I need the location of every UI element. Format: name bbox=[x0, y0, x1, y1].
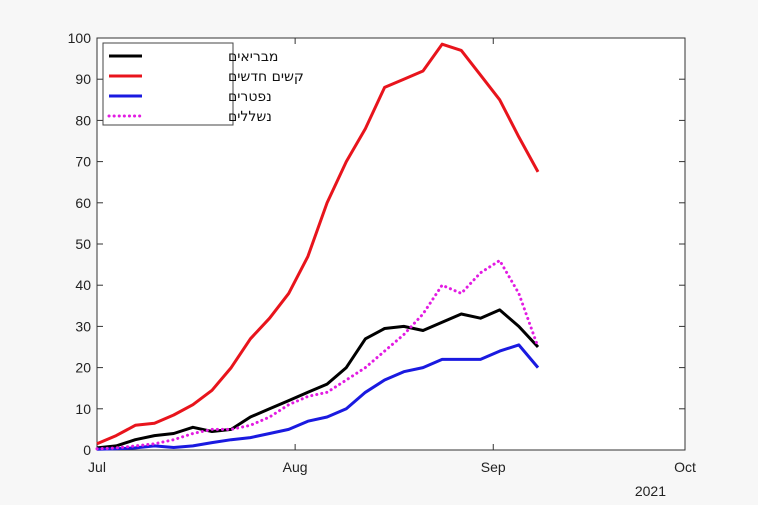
legend-label-1: מבריאים bbox=[228, 49, 278, 65]
x-tick-label: Oct bbox=[674, 459, 696, 475]
x-axis: Jul Aug Sep Oct bbox=[88, 38, 696, 475]
series-line-3 bbox=[96, 343, 540, 451]
series-line-2 bbox=[96, 42, 540, 446]
y-tick-label: 100 bbox=[68, 30, 92, 46]
x-tick-label: Aug bbox=[283, 459, 308, 475]
y-tick-label: 20 bbox=[75, 360, 91, 376]
x-tick-label: Sep bbox=[481, 459, 506, 475]
y-axis: 0 10 20 30 40 50 60 70 80 90 100 bbox=[68, 30, 685, 458]
x-axis-year-label: 2021 bbox=[635, 483, 666, 499]
y-tick-label: 70 bbox=[75, 154, 91, 170]
y-tick-label: 40 bbox=[75, 277, 91, 293]
x-tick-label: Jul bbox=[88, 459, 106, 475]
y-tick-label: 80 bbox=[75, 112, 91, 128]
series-line-1 bbox=[96, 308, 540, 450]
legend-label-3: נפטרים bbox=[228, 89, 272, 105]
legend-label-2: קשים חדשים bbox=[228, 69, 304, 85]
y-tick-label: 30 bbox=[75, 318, 91, 334]
y-tick-label: 90 bbox=[75, 71, 91, 87]
legend: מבריאים קשים חדשים נפטרים נשללים bbox=[102, 42, 304, 126]
y-tick-label: 0 bbox=[83, 442, 91, 458]
y-tick-label: 10 bbox=[75, 401, 91, 417]
series-group bbox=[95, 42, 540, 451]
y-tick-label: 60 bbox=[75, 195, 91, 211]
series-line-4 bbox=[95, 259, 540, 451]
y-tick-label: 50 bbox=[75, 236, 91, 252]
legend-label-4: נשללים bbox=[228, 109, 272, 125]
